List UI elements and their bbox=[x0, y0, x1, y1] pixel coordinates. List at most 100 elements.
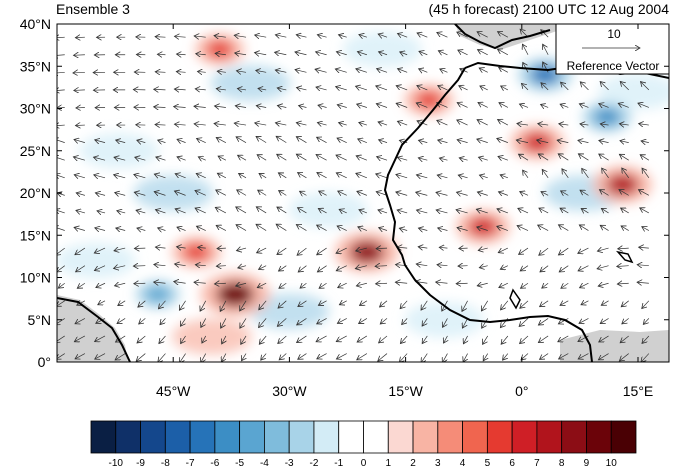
wind-vector bbox=[398, 69, 408, 73]
wind-vector bbox=[75, 247, 86, 255]
wind-vector bbox=[335, 69, 347, 72]
wind-vector bbox=[457, 120, 468, 126]
wind-vector bbox=[298, 265, 307, 272]
wind-vector bbox=[218, 156, 227, 160]
wind-vector bbox=[317, 318, 327, 323]
wind-vector bbox=[439, 158, 448, 160]
wind-vector bbox=[538, 154, 549, 161]
wind-vector bbox=[236, 283, 247, 286]
wind-vector bbox=[240, 300, 247, 311]
colorbar-box bbox=[610, 420, 637, 454]
wind-vector bbox=[277, 207, 287, 214]
wind-vector bbox=[98, 301, 106, 305]
wind-vector bbox=[558, 154, 569, 161]
wind-vector bbox=[500, 266, 509, 270]
wind-vector bbox=[379, 228, 388, 231]
wind-vector bbox=[57, 156, 65, 160]
wind-vector bbox=[599, 154, 609, 161]
colorbar-box bbox=[363, 420, 389, 454]
wind-vector bbox=[57, 210, 65, 213]
y-tick-label: 25°N bbox=[20, 143, 51, 159]
wind-vector bbox=[560, 208, 569, 213]
wind-vector bbox=[117, 211, 126, 213]
wind-vector bbox=[181, 335, 186, 344]
wind-vector bbox=[599, 104, 609, 108]
colorbar-box bbox=[486, 420, 513, 454]
wind-vector bbox=[462, 300, 468, 312]
colorbar-label: 10 bbox=[606, 458, 618, 469]
colorbar-label: -1 bbox=[334, 458, 343, 469]
wind-vector bbox=[400, 52, 408, 55]
wind-vector bbox=[477, 283, 488, 286]
wind-vector bbox=[558, 225, 569, 231]
y-tick-label: 35°N bbox=[20, 58, 51, 74]
wind-vector bbox=[558, 318, 569, 323]
wind-vector bbox=[418, 140, 428, 142]
wind-vector bbox=[74, 227, 85, 230]
wind-vector bbox=[520, 282, 529, 288]
wind-vector bbox=[643, 318, 650, 324]
wind-vector bbox=[580, 283, 589, 287]
wind-vector bbox=[336, 247, 347, 253]
wind-vector bbox=[115, 335, 126, 342]
colorbar-label: 6 bbox=[509, 458, 515, 469]
wind-vector bbox=[539, 247, 549, 255]
wind-vector bbox=[377, 69, 388, 73]
colorbar-label: 0 bbox=[361, 458, 367, 469]
anomaly-background-patch bbox=[249, 293, 330, 330]
colorbar-box bbox=[437, 420, 463, 454]
colorbar-box bbox=[561, 420, 587, 454]
wind-vector bbox=[582, 168, 589, 178]
wind-vector bbox=[640, 208, 650, 214]
wind-vector bbox=[57, 55, 65, 56]
wind-vector bbox=[74, 175, 85, 178]
wind-vector bbox=[523, 62, 529, 73]
wind-vector bbox=[357, 353, 368, 360]
wind-vector bbox=[234, 35, 247, 37]
wind-vector bbox=[154, 174, 166, 178]
wind-vector bbox=[562, 169, 569, 178]
wind-vector bbox=[520, 300, 529, 308]
wind-vector bbox=[318, 105, 327, 107]
wind-vector bbox=[641, 353, 650, 362]
wind-vector bbox=[96, 318, 106, 323]
wind-vector bbox=[438, 86, 448, 90]
wind-vector bbox=[155, 124, 166, 125]
wind-vector bbox=[159, 335, 166, 344]
colorbar-label: -4 bbox=[260, 458, 269, 469]
colorbar-box bbox=[387, 420, 414, 454]
wind-vector bbox=[522, 44, 529, 55]
colorbar-box bbox=[586, 420, 612, 454]
figure-title-left: Ensemble 3 bbox=[56, 1, 130, 17]
wind-vector bbox=[259, 300, 267, 310]
wind-vector bbox=[416, 103, 428, 108]
wind-vector bbox=[220, 300, 227, 312]
wind-vector bbox=[419, 69, 428, 73]
wind-vector bbox=[561, 191, 569, 195]
wind-vector bbox=[600, 124, 609, 125]
wind-vector bbox=[397, 210, 408, 213]
wind-vector bbox=[259, 173, 267, 177]
wind-vector bbox=[356, 86, 367, 90]
wind-vector bbox=[499, 283, 509, 287]
wind-vector bbox=[622, 318, 629, 324]
wind-vector bbox=[315, 69, 327, 72]
wind-vector bbox=[177, 54, 186, 55]
wind-vector bbox=[357, 52, 367, 55]
wind-vector bbox=[397, 121, 408, 125]
wind-vector bbox=[560, 301, 569, 306]
wind-vector bbox=[620, 141, 629, 143]
anomaly-background-patch bbox=[598, 73, 669, 110]
wind-vector bbox=[319, 282, 327, 288]
colorbar-box bbox=[90, 420, 117, 454]
wind-vector bbox=[356, 173, 368, 179]
wind-vector bbox=[318, 301, 327, 306]
wind-vector bbox=[378, 122, 388, 125]
wind-vector bbox=[261, 353, 267, 361]
wind-vector bbox=[376, 192, 388, 196]
wind-vector bbox=[379, 52, 388, 55]
wind-vector bbox=[300, 283, 307, 288]
wind-vector bbox=[537, 140, 549, 143]
reference-vector-box: 10 Reference Vector bbox=[555, 24, 669, 75]
